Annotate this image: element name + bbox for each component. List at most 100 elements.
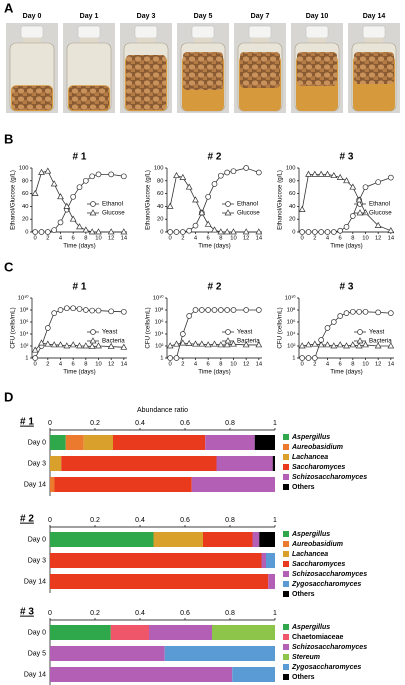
marker xyxy=(120,308,127,315)
bar-segment xyxy=(272,456,275,471)
legend-label: Schizosaccharomyces xyxy=(292,474,367,481)
y-tick-label: 80 xyxy=(157,178,163,184)
y-tick-label: 100 xyxy=(154,166,164,172)
bottle-beans xyxy=(297,52,337,86)
bottle-cap xyxy=(305,25,329,39)
marker xyxy=(336,341,344,348)
marker xyxy=(211,340,218,347)
legend-label: Aureobasidium xyxy=(291,444,343,451)
legend-label: Yeast xyxy=(369,329,385,336)
legend-marker xyxy=(224,209,232,216)
marker xyxy=(69,341,77,348)
x-tick-label: 0.6 xyxy=(180,420,190,427)
chart-title: # 1 xyxy=(73,282,87,293)
y-tick-label: 20 xyxy=(289,217,295,223)
legend-swatch xyxy=(283,484,289,490)
bar-segment xyxy=(50,667,233,682)
y-tick-label: 40 xyxy=(289,204,295,210)
marker xyxy=(95,342,102,349)
marker xyxy=(70,193,77,200)
y-axis-label: CFU (cells/mL) xyxy=(277,307,284,348)
bar-segment xyxy=(50,532,154,547)
x-axis-label: Time (days) xyxy=(330,243,362,250)
legend-swatch xyxy=(283,434,289,440)
marker xyxy=(343,177,350,184)
marker xyxy=(299,355,306,361)
category-label: Day 0 xyxy=(28,439,46,446)
y-tick-label: 0 xyxy=(160,230,163,236)
y-tick-label: 10² xyxy=(20,344,28,350)
y-tick-label: 1 xyxy=(292,356,295,362)
marker xyxy=(205,193,212,200)
x-tick-label: 12 xyxy=(243,362,249,368)
marker xyxy=(173,171,180,179)
marker xyxy=(343,342,350,349)
marker xyxy=(198,307,205,313)
legend-marker xyxy=(357,329,363,335)
x-axis-label: Time (days) xyxy=(198,243,230,250)
y-tick-label: 10¹⁰ xyxy=(285,295,296,302)
marker xyxy=(192,307,199,313)
marker xyxy=(173,355,180,361)
bar-segment xyxy=(268,574,275,589)
marker xyxy=(387,342,395,349)
legend-swatch xyxy=(283,624,289,630)
marker xyxy=(38,339,45,346)
x-tick-label: 0 xyxy=(301,362,304,368)
bottle-neck xyxy=(308,38,326,44)
marker xyxy=(63,202,71,209)
bottle-neck xyxy=(23,38,41,44)
bottle-beans xyxy=(12,86,52,110)
marker xyxy=(311,355,318,361)
y-tick-label: 20 xyxy=(22,217,28,223)
marker xyxy=(387,227,395,234)
bar-segment xyxy=(252,532,260,547)
bar-segment xyxy=(216,456,273,471)
x-tick-label: 6 xyxy=(339,236,342,242)
legend-label: Aureobasidium xyxy=(291,541,343,548)
bar-segment xyxy=(212,625,275,640)
bottle-photo xyxy=(6,23,58,113)
category-label: Day 0 xyxy=(28,536,46,543)
bar-segment xyxy=(254,435,275,450)
marker xyxy=(51,310,58,316)
marker xyxy=(192,222,199,229)
legend-marker xyxy=(356,337,364,344)
marker xyxy=(108,308,115,315)
legend-label: Aspergillus xyxy=(291,624,330,631)
legend-label: Lachancea xyxy=(292,551,328,558)
x-tick-label: 14 xyxy=(121,236,128,242)
marker xyxy=(217,172,224,179)
legend-label: Zygosaccharomyces xyxy=(291,581,361,588)
legend-label: Yeast xyxy=(102,329,118,336)
legend-entry: Aspergillus xyxy=(283,624,330,631)
legend-entry: Saccharomyces xyxy=(283,561,345,568)
y-tick-label: 0 xyxy=(292,230,295,236)
x-tick-label: 0.2 xyxy=(90,610,100,617)
photo-label: Day 1 xyxy=(80,13,99,20)
legend-swatch xyxy=(283,674,289,680)
marker xyxy=(107,228,115,235)
legend-label: Others xyxy=(292,674,315,681)
legend-entry: Aureobasidium xyxy=(283,444,343,451)
x-tick-label: 14 xyxy=(388,362,395,368)
marker xyxy=(120,173,127,180)
x-tick-label: 14 xyxy=(256,362,263,368)
x-tick-label: 0.2 xyxy=(90,517,100,524)
legend-marker xyxy=(89,337,97,344)
x-tick-label: 0.4 xyxy=(135,517,145,524)
panel-label: C xyxy=(4,259,14,274)
marker xyxy=(57,341,64,348)
marker xyxy=(387,174,394,181)
marker xyxy=(192,340,199,347)
marker xyxy=(179,229,186,235)
marker xyxy=(362,209,369,216)
bottle-cap xyxy=(134,25,158,39)
x-tick-label: 0.2 xyxy=(90,420,100,427)
y-tick-label: 20 xyxy=(157,217,163,223)
photo-label: Day 3 xyxy=(137,13,156,20)
marker xyxy=(224,307,231,313)
marker xyxy=(224,169,231,176)
marker xyxy=(89,307,96,314)
bottle-neck xyxy=(194,38,212,44)
